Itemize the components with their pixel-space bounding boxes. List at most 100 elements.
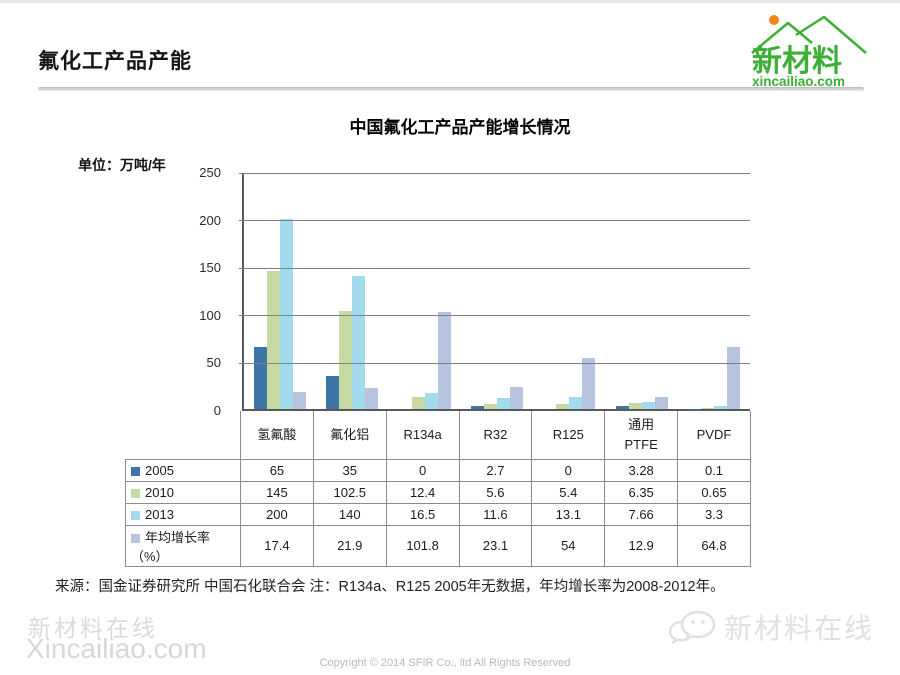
bar-2010-4 <box>483 403 497 409</box>
series-row-2: 2010 145 102.5 12.4 5.6 5.4 6.35 0.65 <box>125 480 751 504</box>
capacity-table: 氢氟酸 氟化铝 R134a R32 R125 通用 PTFE PVDF 2005 65 35 0 2.… <box>125 411 751 567</box>
series-row-3: 2013 200 140 16.5 11.6 13.1 7.66 3.3 <box>125 502 751 526</box>
category-label-3: R134a <box>385 411 460 460</box>
source-note: 来源：国金证券研究所 中国石化联合会 注：R134a、R125 2005年无数据… <box>55 579 725 595</box>
bar-group-3 <box>389 173 461 409</box>
value-cell-2013-4: 11.6 <box>458 502 533 526</box>
value-cell-2005-2: 35 <box>312 458 387 482</box>
watermark-brand-cn: 新材料在线 <box>28 615 158 641</box>
gridline-100 <box>239 315 750 317</box>
watermark-brand-en: Xincailiao.com <box>26 633 207 664</box>
bar-group-2 <box>316 173 388 409</box>
bar-2010-1 <box>267 271 281 409</box>
watermark-wechat: 新材料在线 <box>668 607 874 647</box>
bar--6 <box>654 396 668 409</box>
logo-domain-text: xincailiao.com <box>752 74 845 89</box>
series-row-1: 2005 65 35 0 2.7 0 3.28 0.1 <box>125 458 751 482</box>
value-cell-2010-6: 6.35 <box>604 480 679 504</box>
value-cell-2010-4: 5.6 <box>458 480 533 504</box>
value-cell-2010-3: 12.4 <box>385 480 460 504</box>
logo-sun-icon <box>769 15 779 25</box>
gridline-250 <box>239 172 750 174</box>
y-axis-label-200: 200 <box>199 212 221 228</box>
y-axis-label-100: 100 <box>199 307 221 323</box>
y-axis-label-250: 250 <box>199 165 221 180</box>
category-label-7: PVDF <box>677 411 751 460</box>
category-header-row: 氢氟酸 氟化铝 R134a R32 R125 通用 PTFE PVDF <box>126 411 751 460</box>
gridline-50 <box>239 362 750 364</box>
category-label-6: 通用 PTFE <box>604 411 679 460</box>
value-cell--1: 17.4 <box>240 524 314 567</box>
series-row-4: 年均增长率（%） 17.4 21.9 101.8 23.1 54 12.9 64.8 <box>125 524 751 567</box>
bar-2013-4 <box>496 398 510 409</box>
value-cell-2005-5: 0 <box>531 458 606 482</box>
bar-2010-3 <box>411 397 425 409</box>
logo-brand-text: 新材料 <box>752 45 842 78</box>
bar-2010-6 <box>628 403 642 409</box>
legend-swatch-icon <box>131 466 140 476</box>
value-cell-2013-2: 140 <box>312 502 387 526</box>
value-cell-2005-6: 3.28 <box>604 458 679 482</box>
category-label-2: 氟化铝 <box>312 411 387 460</box>
series-legend-4: 年均增长率（%） <box>125 524 241 567</box>
header-divider <box>38 87 864 91</box>
table-corner-cell <box>126 411 241 459</box>
logo-mountains-icon <box>751 15 867 54</box>
value-cell-2005-7: 0.1 <box>677 458 751 482</box>
bar-group-7 <box>678 173 750 409</box>
legend-swatch-icon <box>131 488 140 498</box>
bar--4 <box>509 387 523 409</box>
bar--3 <box>437 312 451 409</box>
bar-2005-1 <box>254 347 268 409</box>
bar-group-1 <box>244 173 316 409</box>
value-cell-2013-5: 13.1 <box>531 502 606 526</box>
value-cell--6: 12.9 <box>604 524 679 567</box>
value-cell--4: 23.1 <box>458 524 533 567</box>
bar-2010-2 <box>339 311 353 409</box>
bar-2013-6 <box>641 401 655 409</box>
bar-group-4 <box>461 173 533 409</box>
bar--5 <box>582 357 596 409</box>
plot-area <box>239 172 750 411</box>
value-cell-2013-3: 16.5 <box>385 502 460 526</box>
bar-2005-4 <box>470 406 484 409</box>
xincailiao-logo: 新材料 xincailiao.com <box>750 9 872 94</box>
bar-2013-7 <box>713 405 727 409</box>
legend-swatch-icon <box>131 533 140 543</box>
series-legend-2: 2010 <box>125 480 241 504</box>
category-label-4: R32 <box>458 411 533 460</box>
bar-2013-1 <box>280 218 294 409</box>
unit-label: 单位：万吨/年 <box>78 157 166 173</box>
series-legend-1: 2005 <box>125 458 241 482</box>
bars-layer <box>244 173 750 409</box>
bar-2013-3 <box>424 393 438 409</box>
value-cell-2010-2: 102.5 <box>312 480 387 504</box>
watermark-wechat-text: 新材料在线 <box>723 613 874 644</box>
wechat-icon <box>668 610 716 645</box>
bar-2010-7 <box>700 408 714 409</box>
page-title: 氟化工产品产能 <box>38 50 192 73</box>
bar-2013-5 <box>569 396 583 409</box>
bar-group-6 <box>605 173 677 409</box>
value-cell--3: 101.8 <box>385 524 460 567</box>
bar-2013-2 <box>352 275 366 409</box>
value-cell-2013-7: 3.3 <box>677 502 751 526</box>
category-label-5: R125 <box>531 411 606 460</box>
value-cell-2010-7: 0.65 <box>677 480 751 504</box>
value-cell-2013-1: 200 <box>240 502 314 526</box>
bar--1 <box>293 392 307 409</box>
value-cell-2010-1: 145 <box>240 480 314 504</box>
value-cell-2005-3: 0 <box>385 458 460 482</box>
legend-swatch-icon <box>131 510 140 520</box>
gridline-150 <box>239 267 750 269</box>
value-cell--7: 64.8 <box>677 524 751 567</box>
chart-title: 中国氟化工产品产能增长情况 <box>349 118 571 137</box>
gridline-200 <box>239 220 750 222</box>
bar-group-5 <box>533 173 605 409</box>
y-axis-label-150: 150 <box>199 260 221 276</box>
copyright-text: Copyright © 2014 SFIR Co., ltd All Right… <box>319 657 571 669</box>
series-legend-3: 2013 <box>125 502 241 526</box>
value-cell-2005-4: 2.7 <box>458 458 533 482</box>
value-cell-2005-1: 65 <box>240 458 314 482</box>
bar-2010-5 <box>556 403 570 409</box>
